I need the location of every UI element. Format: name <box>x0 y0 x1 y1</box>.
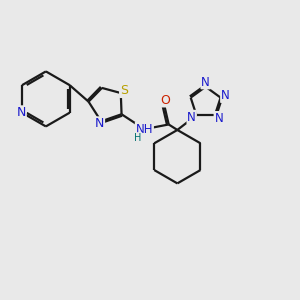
Text: N: N <box>201 76 210 88</box>
Text: N: N <box>187 111 196 124</box>
Text: N: N <box>16 106 26 119</box>
Text: N: N <box>221 89 230 102</box>
Text: H: H <box>134 133 142 143</box>
Text: N: N <box>214 112 223 125</box>
Text: S: S <box>120 84 128 97</box>
Text: O: O <box>160 94 170 106</box>
Text: NH: NH <box>136 123 153 136</box>
Text: N: N <box>95 117 104 130</box>
